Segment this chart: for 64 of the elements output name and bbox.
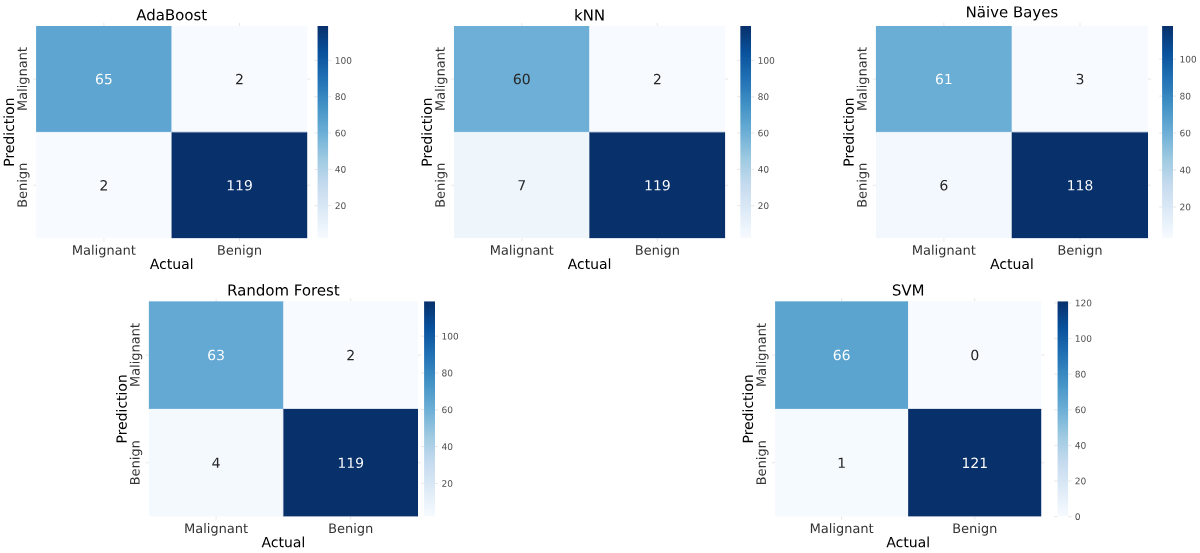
data-label: 66 xyxy=(833,350,850,361)
color-bar-label: 80 xyxy=(1180,92,1191,100)
chart-title: AdaBoost xyxy=(136,9,207,21)
data-label: 2 xyxy=(100,180,107,191)
color-bar-label: 100 xyxy=(1180,56,1197,63)
color-bar-label: 80 xyxy=(1075,371,1086,378)
y-axis-title: Prediction xyxy=(742,375,754,443)
color-bar-label: 60 xyxy=(335,129,346,137)
y-axis-title: Prediction xyxy=(3,98,15,166)
x-tick-label: Malignant xyxy=(185,523,248,536)
chart-title: kNN xyxy=(575,9,604,21)
data-label: 60 xyxy=(513,73,530,85)
color-bar-label: 20 xyxy=(758,202,769,210)
chart-title: Random Forest xyxy=(228,284,340,296)
color-bar-label: 60 xyxy=(1075,406,1086,414)
color-bar-label: 40 xyxy=(1075,442,1086,450)
color-bar-label: 20 xyxy=(335,202,346,210)
color-bar-label: 20 xyxy=(1075,477,1086,485)
color-bar-label: 100 xyxy=(442,333,459,340)
x-axis-title: Actual xyxy=(990,258,1033,270)
color-bar-label: 40 xyxy=(1179,166,1191,174)
x-tick-label: Benign xyxy=(329,523,373,536)
y-axis-title: Prediction xyxy=(116,375,127,443)
color-bar-label: 100 xyxy=(1075,335,1092,343)
color-bar-label: 20 xyxy=(1180,203,1191,211)
x-tick-label: Malignant xyxy=(913,245,976,258)
data-label: 119 xyxy=(227,180,252,191)
data-label: 118 xyxy=(1068,180,1093,191)
chart-title: Näive Bayes xyxy=(967,6,1058,21)
x-axis-title: Actual xyxy=(567,258,611,270)
x-tick-label: Malignant xyxy=(491,245,554,258)
color-bar-label: 80 xyxy=(442,369,453,377)
color-bar-label: 20 xyxy=(442,480,453,488)
color-bar-label: 40 xyxy=(441,443,453,451)
x-tick-label: Benign xyxy=(636,245,679,258)
x-axis-title: Actual xyxy=(261,536,304,548)
data-label: 1 xyxy=(838,457,845,469)
chart-title: SVM xyxy=(892,284,924,296)
data-label: 119 xyxy=(338,457,364,469)
color-bar-label: 0 xyxy=(1075,513,1080,521)
y-axis-title: Prediction xyxy=(421,98,433,166)
color-bar-label: 40 xyxy=(758,166,769,173)
y-axis-title: Prediction xyxy=(843,98,854,166)
color-bar-label: 120 xyxy=(1075,299,1092,307)
color-bar-label: 60 xyxy=(758,129,769,137)
data-label: 0 xyxy=(971,350,979,361)
data-label: 63 xyxy=(208,350,224,361)
x-tick-label: Benign xyxy=(953,523,997,536)
data-label: 119 xyxy=(645,180,670,191)
color-bar-label: 80 xyxy=(335,93,346,101)
color-bar-label: 80 xyxy=(758,93,769,101)
color-bar-label: 60 xyxy=(1180,129,1191,137)
data-label: 7 xyxy=(518,180,526,191)
color-bar-label: 100 xyxy=(335,57,352,65)
x-tick-label: Benign xyxy=(218,245,261,258)
data-label: 121 xyxy=(962,457,987,469)
x-tick-label: Benign xyxy=(1058,245,1102,258)
data-label: 6 xyxy=(940,180,948,191)
data-label: 4 xyxy=(212,457,220,469)
x-axis-title: Actual xyxy=(149,258,193,270)
x-axis-title: Actual xyxy=(886,536,929,548)
color-bar-label: 100 xyxy=(758,57,775,65)
color-bar-label: 60 xyxy=(442,406,453,414)
color-bar-label: 40 xyxy=(335,166,346,173)
